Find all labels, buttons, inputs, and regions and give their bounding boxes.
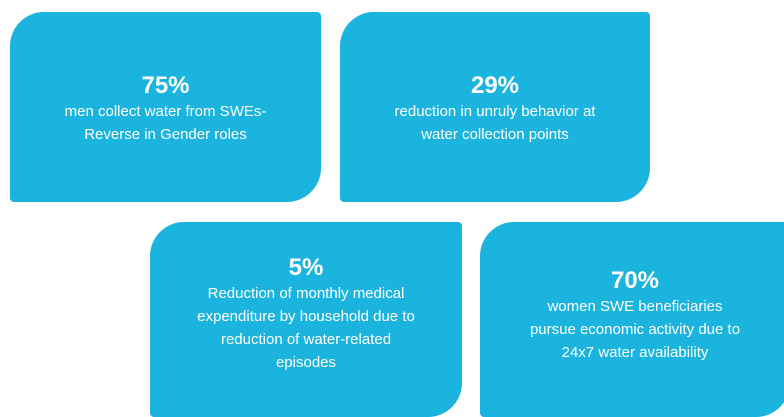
stat-description: expenditure by household due to [197, 308, 415, 325]
stat-description: water collection points [421, 126, 569, 143]
stat-description: 24x7 water availability [561, 344, 709, 361]
stat-card: 70% women SWE beneficiaries pursue economi… [480, 222, 784, 417]
stat-value: 75% [141, 72, 190, 99]
stat-value: 5% [288, 254, 324, 281]
page: {"cards": [ {"stat": "75%", "lines": ["m… [10, 12, 784, 417]
stat-description: women SWE beneficiaries [547, 298, 723, 315]
stat-card: 29% reduction in unruly behavior at water … [340, 12, 650, 202]
stat-value: 70% [610, 267, 660, 294]
stat-card: 5% Reduction of monthly medical expenditur… [150, 222, 462, 417]
stat-description: Reduction of monthly medical [207, 285, 405, 302]
stat-description: pursue economic activity due to [529, 321, 741, 338]
stat-description: reduction in unruly behavior at [394, 103, 596, 120]
stat-value: 29% [470, 72, 520, 99]
stat-description: Reverse in Gender roles [84, 126, 247, 143]
stat-card: 75% men collect water from SWEs- Reverse i… [10, 12, 321, 202]
stat-description: reduction of water-related [220, 331, 392, 348]
stat-description: episodes [275, 354, 337, 371]
stat-description: men collect water from SWEs- [64, 103, 267, 120]
